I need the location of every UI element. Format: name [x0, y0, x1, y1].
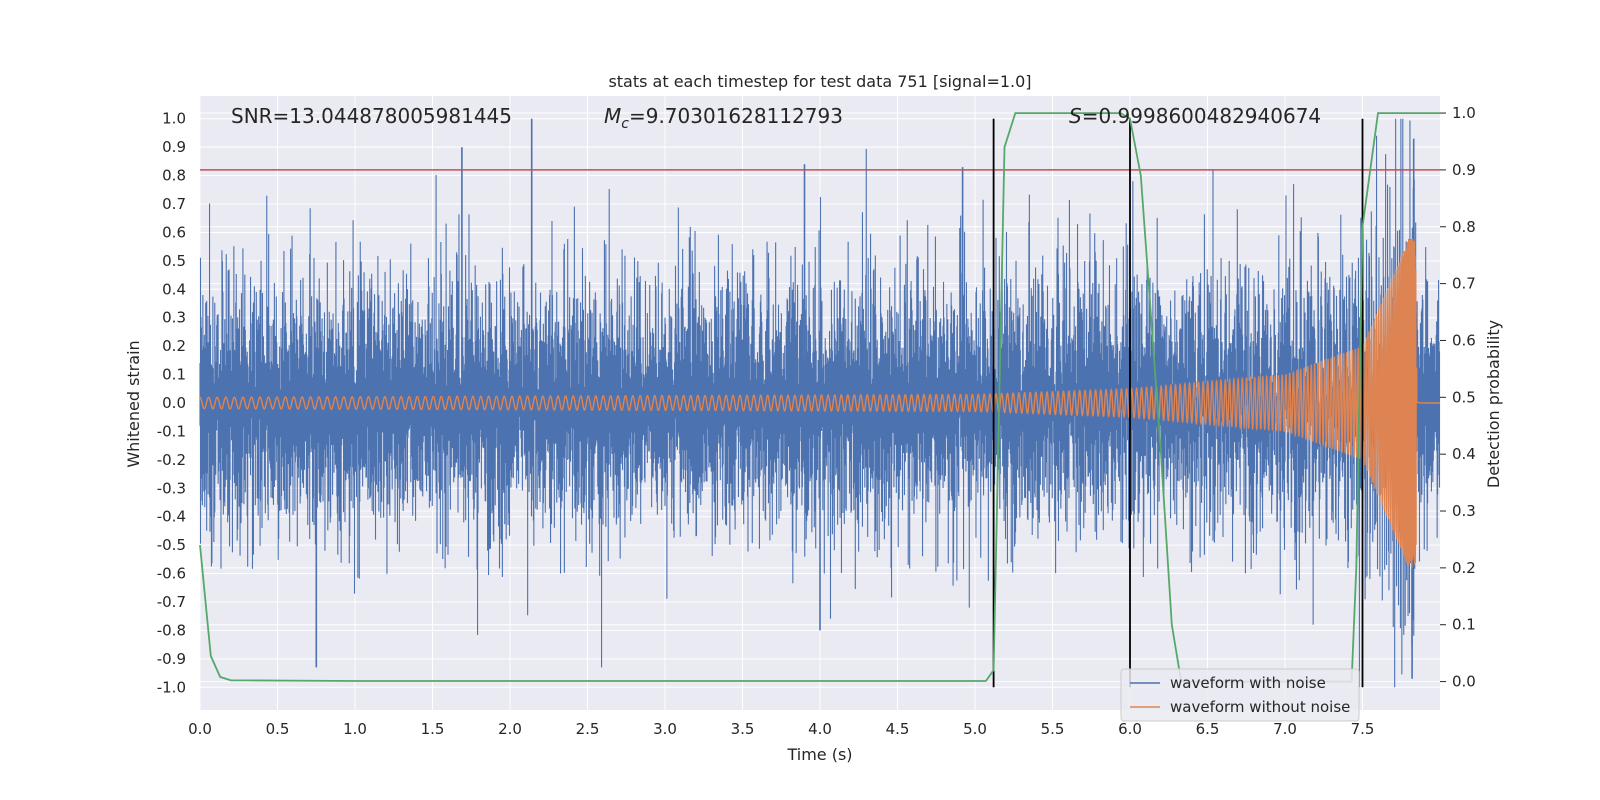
y-right-tick-label: 0.6: [1452, 331, 1476, 349]
mc-subscript: c: [621, 116, 629, 132]
x-tick-label: 2.5: [576, 720, 600, 738]
x-tick-label: 1.0: [343, 720, 367, 738]
y-axis-label-left: Whitened strain: [124, 340, 143, 467]
x-tick-label: 5.0: [963, 720, 987, 738]
x-tick-label: 5.5: [1041, 720, 1065, 738]
y-right-tick-label: 0.8: [1452, 218, 1476, 236]
y-axis-label-right: Detection probability: [1484, 320, 1503, 488]
ticks: 0.0 0.5 1.0 1.5 2.0 2.5 3.0 3.5 4.0 4.5 5.0 5.5 6.0 6…: [157, 104, 1476, 738]
x-tick-label: 6.5: [1196, 720, 1220, 738]
legend: waveform with noise waveform without noi…: [1120, 668, 1360, 722]
y-right-tick-label: 0.5: [1452, 388, 1476, 406]
y-right-tick-label: 0.0: [1452, 673, 1476, 691]
y-tick-label: -0.9: [157, 650, 186, 668]
y-tick-label: -0.5: [157, 536, 186, 554]
noisy-waveform-body: [199, 118, 1441, 688]
y-tick-label: 0.6: [162, 223, 186, 241]
x-tick-label: 0.5: [266, 720, 290, 738]
x-tick-label: 7.0: [1273, 720, 1297, 738]
y-right-tick-label: 0.9: [1452, 161, 1476, 179]
x-tick-label: 4.0: [808, 720, 832, 738]
y-tick-label: 1.0: [162, 110, 186, 128]
y-right-tick-label: 0.1: [1452, 616, 1476, 634]
clean-waveform-series: [199, 238, 1440, 568]
y-right-tick-label: 0.2: [1452, 559, 1476, 577]
x-tick-label: 4.5: [886, 720, 910, 738]
y-tick-label: -0.8: [157, 621, 186, 639]
x-tick-label: 6.0: [1118, 720, 1142, 738]
y-tick-label: -0.4: [157, 508, 186, 526]
score-annotation: S=0.9998600482940674: [1069, 104, 1321, 128]
y-tick-label: -0.1: [157, 422, 186, 440]
y-tick-label: -0.3: [157, 479, 186, 497]
y-tick-label: -0.6: [157, 565, 186, 583]
legend-label-noisy: waveform with noise: [1170, 674, 1326, 692]
x-tick-label: 3.0: [653, 720, 677, 738]
y-tick-label: 0.4: [162, 280, 186, 298]
x-tick-label: 2.0: [498, 720, 522, 738]
y-tick-label: 0.8: [162, 167, 186, 185]
overlays: [199, 112, 1440, 688]
legend-label-clean: waveform without noise: [1170, 698, 1350, 716]
x-tick-label: 1.5: [421, 720, 445, 738]
chirp-mass-annotation: Mc=9.70301628112793: [604, 104, 843, 132]
x-axis-label: Time (s): [786, 745, 852, 764]
y-right-tick-label: 1.0: [1452, 104, 1476, 122]
chart-title: stats at each timestep for test data 751…: [608, 72, 1031, 91]
y-tick-label: -0.2: [157, 451, 186, 469]
x-tick-label: 0.0: [188, 720, 212, 738]
y-tick-label: 0.2: [162, 337, 186, 355]
y-right-tick-label: 0.4: [1452, 445, 1476, 463]
clean-waveform-line: [199, 238, 1440, 568]
s-value: =0.9998600482940674: [1082, 104, 1321, 128]
y-tick-label: 0.9: [162, 138, 186, 156]
s-symbol: S: [1069, 104, 1082, 128]
legend-box: [1120, 668, 1360, 722]
y-right-tick-label: 0.7: [1452, 275, 1476, 293]
noisy-waveform-series: [199, 118, 1441, 688]
y-tick-label: -1.0: [157, 678, 186, 696]
mc-value: =9.70301628112793: [629, 104, 843, 128]
y-tick-label: 0.3: [162, 309, 186, 327]
y-tick-label: 0.7: [162, 195, 186, 213]
x-tick-label: 3.5: [731, 720, 755, 738]
y-tick-label: 0.1: [162, 366, 186, 384]
y-right-tick-label: 0.3: [1452, 502, 1476, 520]
y-tick-label: -0.7: [157, 593, 186, 611]
y-tick-label: 0.0: [162, 394, 186, 412]
y-tick-label: 0.5: [162, 252, 186, 270]
snr-annotation: SNR=13.044878005981445: [231, 104, 512, 128]
detection-probability-line: [199, 112, 1440, 683]
x-tick-label: 7.5: [1351, 720, 1375, 738]
mc-symbol: M: [604, 104, 621, 128]
